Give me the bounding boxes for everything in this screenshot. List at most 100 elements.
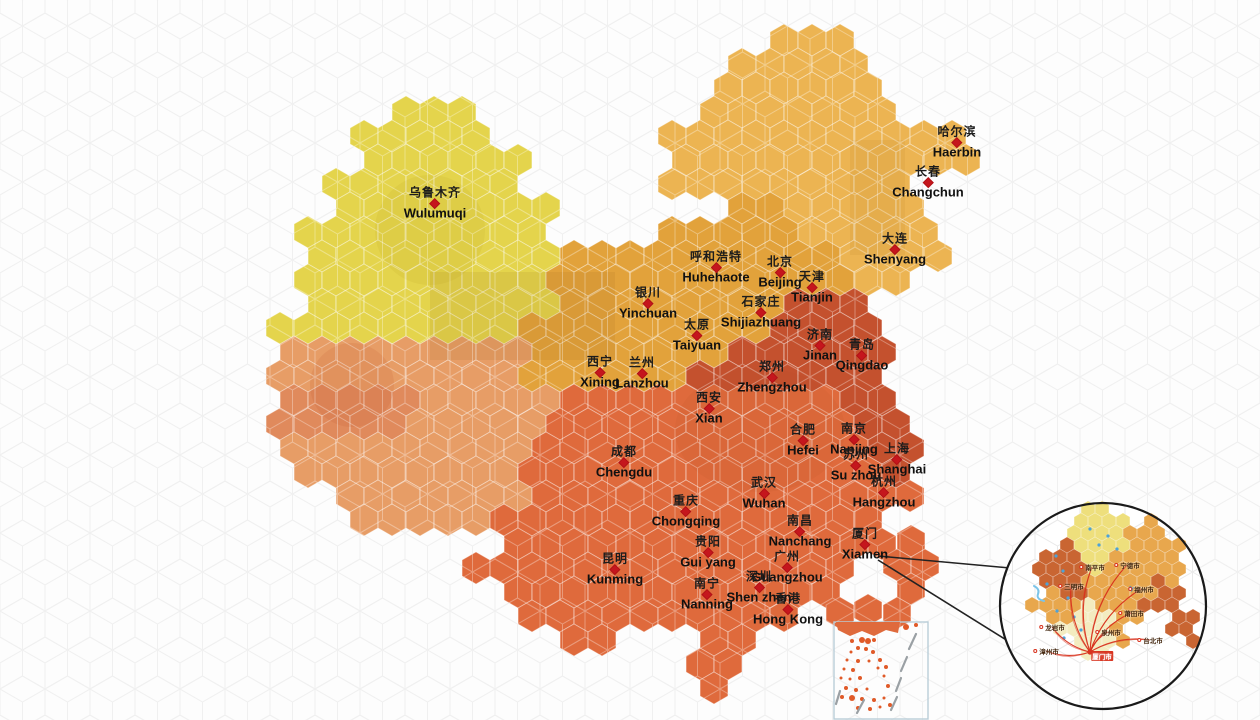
city-gui-yang[interactable]: 贵阳 Gui yang [680, 535, 736, 571]
city-beijing[interactable]: 北京 Beijing [758, 255, 801, 291]
city-shijiazhuang[interactable]: 石家庄 Shijiazhuang [720, 295, 802, 331]
map-hex [1066, 548, 1082, 566]
city-name-en: Huhehaote [682, 269, 750, 285]
island-dot [851, 668, 855, 672]
city-yinchuan[interactable]: 银川 Yinchuan [619, 285, 677, 322]
city-guangzhou[interactable]: 广州 Guangzhou [751, 550, 823, 586]
map-hex [1066, 572, 1082, 590]
city-xining[interactable]: 西宁 Xining [580, 355, 620, 391]
city-name-en: Haerbin [932, 144, 982, 160]
city-hangzhou[interactable]: 杭州 Hangzhou [852, 474, 916, 511]
map-hex [1073, 608, 1089, 626]
inset-city-dot [1058, 584, 1063, 588]
city-hong-kong[interactable]: 香港 Hong Kong [753, 591, 823, 628]
nine-dash-segment [889, 695, 899, 712]
city-shen-zhen[interactable]: 深圳 Shen zhen [726, 570, 791, 606]
nine-dash-segment [855, 698, 866, 715]
city-name-en: Qingdao [835, 357, 889, 373]
city-name-cn: 香港 [774, 591, 802, 606]
map-hex [1164, 572, 1180, 590]
city-nanchang[interactable]: 南昌 Nanchang [769, 514, 832, 550]
city-name-en: Shanghai [867, 461, 927, 477]
map-hex [1150, 524, 1166, 542]
map-hex [1087, 560, 1103, 578]
inset-city-dot [1118, 611, 1123, 615]
city-changchun[interactable]: 长春 Changchun [892, 165, 964, 201]
map-hex [1073, 512, 1089, 530]
city-name-cn: 杭州 [870, 474, 898, 489]
inset-city-label[interactable]: 龙岩市 [1039, 622, 1065, 632]
inset-city-label[interactable]: 福州市 [1128, 584, 1154, 594]
city-kunming[interactable]: 昆明 Kunming [586, 551, 644, 588]
city-nanning[interactable]: 南宁 Nanning [681, 577, 733, 613]
city-hefei[interactable]: 合肥 Hefei [787, 423, 819, 459]
city-name-en: Taiyuan [672, 337, 722, 353]
city-name-en: Wulumuqi [403, 205, 467, 221]
map-hex [1171, 608, 1187, 626]
city-name-en: Nanning [681, 596, 733, 612]
city-wuhan[interactable]: 武汉 Wuhan [742, 476, 785, 512]
callout-line [877, 555, 1011, 569]
map-hex [1129, 560, 1145, 578]
city-haerbin[interactable]: 哈尔滨 Haerbin [932, 124, 982, 161]
city-name-cn: 昆明 [601, 551, 629, 566]
inset-city-label[interactable]: 宁德市 [1114, 560, 1140, 570]
city-name-cn: 哈尔滨 [937, 124, 977, 139]
city-name-en: Xian [695, 410, 723, 426]
city-name-cn: 太原 [683, 317, 711, 332]
island-dot [856, 659, 860, 663]
map-hex [1045, 584, 1061, 602]
city-xian[interactable]: 西安 Xian [695, 391, 723, 427]
inset-city-label[interactable]: 漳州市 [1033, 646, 1059, 656]
city-name-en: Nanjing [830, 441, 878, 457]
nine-dash-segment [907, 632, 918, 651]
city-name-cn: 郑州 [758, 359, 786, 374]
inset-city-name: 宁德市 [1120, 563, 1140, 570]
inset-city-label[interactable]: 南平市 [1079, 562, 1105, 572]
city-zhengzhou[interactable]: 郑州 Zhengzhou [737, 359, 806, 396]
inset-city-label[interactable]: 泉州市 [1095, 627, 1121, 637]
island-dot [844, 686, 848, 690]
island-dot [839, 676, 843, 680]
island-dot [876, 666, 880, 670]
city-xiamen[interactable]: 厦门 Xiamen [842, 527, 888, 563]
city-name-en: Tianjin [791, 289, 833, 305]
inset-city-name: 台北市 [1143, 638, 1163, 645]
inset-blue-dot [1066, 596, 1070, 600]
city-qingdao[interactable]: 青岛 Qingdao [835, 338, 889, 374]
city-name-en: Hefei [787, 442, 819, 458]
city-shanghai[interactable]: 上海 Shanghai [867, 442, 927, 478]
city-chengdu[interactable]: 成都 Chengdu [596, 445, 652, 481]
inset-city-name: 南平市 [1085, 565, 1105, 572]
city-wulumuqi[interactable]: 乌鲁木齐 Wulumuqi [403, 186, 467, 222]
city-tianjin[interactable]: 天津 Tianjin [791, 270, 833, 306]
city-shenyang[interactable]: 大连 Shenyang [864, 232, 926, 268]
city-nanjing[interactable]: 南京 Nanjing [830, 422, 878, 458]
island-dot [854, 688, 858, 692]
city-taiyuan[interactable]: 太原 Taiyuan [672, 317, 722, 354]
inset-city-label[interactable]: 莆田市 [1118, 608, 1144, 618]
city-name-en: Hangzhou [852, 494, 916, 510]
city-chongqing[interactable]: 重庆 Chongqing [651, 494, 721, 530]
map-hex [1031, 560, 1047, 578]
island-dot [849, 650, 853, 654]
city-name-cn: 银川 [634, 285, 661, 300]
island-dot [871, 650, 875, 654]
inset-city-label[interactable]: 三明市 [1058, 581, 1084, 591]
map-hex [1101, 584, 1117, 602]
city-name-en: Shijiazhuang [720, 314, 802, 330]
city-name-cn: 兰州 [628, 355, 655, 370]
city-jinan[interactable]: 济南 Jinan [803, 328, 837, 364]
city-lanzhou[interactable]: 兰州 Lanzhou [615, 355, 668, 392]
city-name-cn: 苏州 [842, 447, 870, 462]
city-huhehaote[interactable]: 呼和浩特 Huhehaote [682, 250, 750, 286]
flight-line [1051, 626, 1091, 653]
map-hex [1080, 548, 1096, 566]
city-su-zhou[interactable]: 苏州 Su zhou [831, 447, 882, 484]
inset-hub-label[interactable]: 厦门市 [1091, 651, 1113, 661]
map-hex [1045, 560, 1061, 578]
inset-city-label[interactable]: 台北市 [1137, 635, 1163, 645]
city-name-en: Chongqing [651, 513, 721, 529]
city-name-en: Kunming [586, 571, 644, 587]
